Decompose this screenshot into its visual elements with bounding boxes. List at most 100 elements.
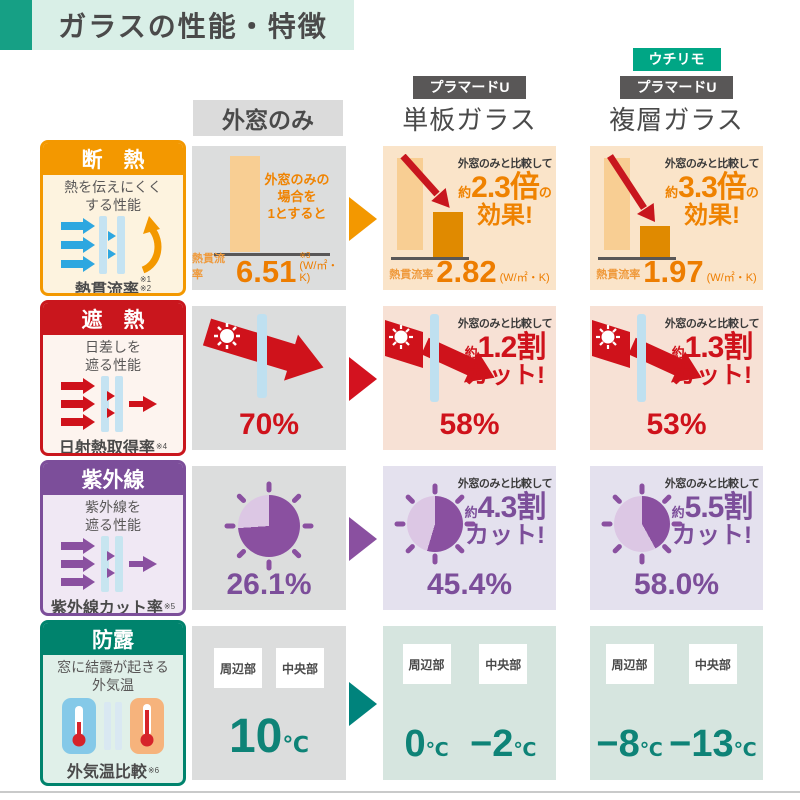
page-title: ガラスの性能・特徴 bbox=[58, 11, 328, 42]
uv-double-value: 58.0% bbox=[633, 568, 720, 601]
column-header-single: 単板ガラス bbox=[402, 105, 537, 135]
decrease-arrow-icon bbox=[607, 154, 655, 222]
heat-shield-single-value: 58% bbox=[439, 408, 500, 441]
column-header-baseline: 外窓のみ bbox=[193, 100, 343, 136]
condensation-metric-label: 外気温比較 bbox=[66, 764, 147, 781]
temp-value: 0 bbox=[404, 723, 426, 765]
cut-label: カット! bbox=[465, 362, 545, 389]
row-insulation: 断 熱 熱を伝えにくく する性能 熱貫流率 ※1 ※2 外窓のみの 場合を 1と… bbox=[0, 140, 800, 298]
effect-label: 効果! bbox=[477, 202, 533, 229]
temp-unit: ℃ bbox=[639, 740, 663, 761]
temp-unit: ℃ bbox=[282, 732, 310, 757]
bar-comparison-chart bbox=[598, 154, 678, 262]
comparison-text: 外窓のみと比較して 約2.3倍の 効果! bbox=[457, 155, 553, 228]
highlight-value: 2.3倍 bbox=[471, 171, 540, 204]
plamado-u-badge: プラマードU bbox=[620, 76, 733, 99]
baseline-bar bbox=[230, 156, 260, 252]
approx: 約 bbox=[671, 505, 685, 520]
column-single-badge-row: プラマードU bbox=[383, 76, 556, 99]
title-accent-square bbox=[0, 0, 32, 50]
decrease-arrow-icon bbox=[400, 154, 450, 208]
column-header-double: 複層ガラス bbox=[609, 105, 744, 135]
bottom-divider bbox=[0, 791, 800, 793]
insulation-label-box: 断 熱 熱を伝えにくく する性能 熱貫流率 ※1 ※2 bbox=[40, 140, 186, 296]
uv-metric-label: 紫外線カット率 bbox=[50, 600, 163, 616]
sun-arrow-icon bbox=[192, 312, 346, 404]
uv-single-value: 45.4% bbox=[426, 568, 513, 601]
single-metric-line: 熱貫流率 2.82 (W/㎡・K) bbox=[383, 255, 556, 286]
insulation-metric: 熱貫流率 ※1 ※2 bbox=[74, 275, 152, 296]
heat-shield-double-value: 53% bbox=[646, 408, 707, 441]
approx: 約 bbox=[458, 185, 472, 200]
row-uv: 紫外線 紫外線を 遮る性能 紫外線カット率 ※5 bbox=[0, 460, 800, 618]
metric-unit: (W/㎡・K) bbox=[299, 259, 339, 284]
perimeter-temp: 周辺部 0℃ bbox=[402, 626, 451, 780]
temp-unit: ℃ bbox=[513, 740, 537, 761]
heat-shield-baseline-cell: 70% bbox=[192, 306, 346, 450]
metric-label: 熱貫流率 bbox=[389, 269, 434, 281]
location-chips: 周辺部 中央部 bbox=[192, 648, 346, 688]
approx: 約 bbox=[464, 345, 478, 360]
condensation-double-cell: 周辺部 −8℃ 中央部 −13℃ bbox=[590, 626, 763, 780]
temp-value: −13 bbox=[669, 723, 734, 765]
uv-header: 紫外線 bbox=[43, 463, 183, 495]
compare-label: 外窓のみと比較して bbox=[457, 478, 553, 490]
flow-arrow-icon bbox=[349, 197, 377, 241]
compare-label: 外窓のみと比較して bbox=[664, 478, 760, 490]
flow-arrow-icon bbox=[349, 682, 377, 726]
chip-center: 中央部 bbox=[688, 644, 737, 684]
compare-label: 外窓のみと比較して bbox=[664, 318, 760, 330]
temp-value: 10 bbox=[228, 710, 283, 763]
cut-label: カット! bbox=[465, 522, 545, 549]
comparison-text: 外窓のみと比較して 約1.3割 カット! bbox=[664, 315, 760, 388]
heat-shield-metric: 日射熱取得率 ※4 bbox=[59, 434, 167, 453]
flow-arrow-icon bbox=[349, 357, 377, 401]
heat-shield-header: 遮 熱 bbox=[43, 303, 183, 335]
metric-unit: (W/㎡・K) bbox=[706, 271, 757, 284]
temp-unit: ℃ bbox=[425, 740, 449, 761]
uv-metric: 紫外線カット率 ※5 bbox=[50, 594, 175, 616]
comparison-text: 外窓のみと比較して 約3.3倍の 効果! bbox=[664, 155, 760, 228]
metric-value: 1.97 bbox=[643, 253, 704, 289]
condensation-baseline-cell: 周辺部 中央部 10℃ bbox=[192, 626, 346, 780]
insulation-single-cell: 外窓のみと比較して 約2.3倍の 効果! 熱貫流率 2.82 (W/㎡・K) bbox=[383, 146, 556, 290]
condensation-metric-notes: ※6 bbox=[147, 766, 160, 776]
condensation-single-cell: 周辺部 0℃ 中央部 −2℃ bbox=[383, 626, 556, 780]
column-header-baseline-label: 外窓のみ bbox=[222, 107, 314, 133]
uv-baseline-value: 26.1% bbox=[226, 568, 312, 601]
insulation-metric-notes: ※1 ※2 bbox=[139, 275, 152, 294]
condensation-label-box: 防露 窓に結露が起きる 外気温 外気温比較 ※6 bbox=[40, 620, 186, 786]
tail: の bbox=[745, 185, 759, 200]
highlight-value: 1.3割 bbox=[684, 331, 754, 364]
temp-value: −8 bbox=[596, 723, 640, 765]
compare-label: 外窓のみと比較して bbox=[664, 158, 760, 170]
metric-unit: (W/㎡・K) bbox=[499, 271, 550, 284]
approx: 約 bbox=[671, 345, 685, 360]
tail: の bbox=[538, 185, 552, 200]
chip-perimeter: 周辺部 bbox=[605, 644, 654, 684]
plamado-u-badge: プラマードU bbox=[413, 76, 526, 99]
condensation-metric: 外気温比較 ※6 bbox=[67, 758, 159, 782]
uv-desc: 紫外線を 遮る性能 bbox=[85, 499, 141, 533]
value-note: ※3 bbox=[299, 250, 311, 260]
insulation-header: 断 熱 bbox=[43, 143, 183, 175]
insulation-baseline-cell: 外窓のみの 場合を 1とすると 熱貫流率 6.51 ※3 (W/㎡・K) bbox=[192, 146, 346, 290]
comparison-text: 外窓のみと比較して 約1.2割 カット! bbox=[457, 315, 553, 388]
metric-label: 熱貫流率 bbox=[192, 253, 225, 281]
baseline-metric-line: 熱貫流率 6.51 ※3 (W/㎡・K) bbox=[192, 250, 346, 287]
cut-label: カット! bbox=[672, 522, 752, 549]
heat-shield-baseline-value: 70% bbox=[238, 408, 300, 441]
insulation-metric-label: 熱貫流率 bbox=[74, 282, 139, 296]
uv-icon bbox=[57, 534, 169, 594]
highlight-value: 3.3倍 bbox=[678, 171, 747, 204]
double-metric-line: 熱貫流率 1.97 (W/㎡・K) bbox=[590, 253, 763, 289]
heat-shield-single-cell: 外窓のみと比較して 約1.2割 カット! 58% bbox=[383, 306, 556, 450]
uv-single-cell: 外窓のみと比較して 約4.3割 カット! 45.4% bbox=[383, 466, 556, 610]
uv-label-box: 紫外線 紫外線を 遮る性能 紫外線カット率 ※5 bbox=[40, 460, 186, 616]
temp-unit: ℃ bbox=[733, 740, 757, 761]
uv-double-cell: 外窓のみと比較して 約5.5割 カット! 58.0% bbox=[590, 466, 763, 610]
uchirimo-badge: ウチリモ bbox=[632, 48, 721, 71]
baseline-annotation: 外窓のみの 場合を 1とすると bbox=[264, 172, 330, 221]
heat-shield-desc: 日差しを 遮る性能 bbox=[85, 339, 141, 373]
perimeter-temp: 周辺部 −8℃ bbox=[596, 626, 663, 780]
